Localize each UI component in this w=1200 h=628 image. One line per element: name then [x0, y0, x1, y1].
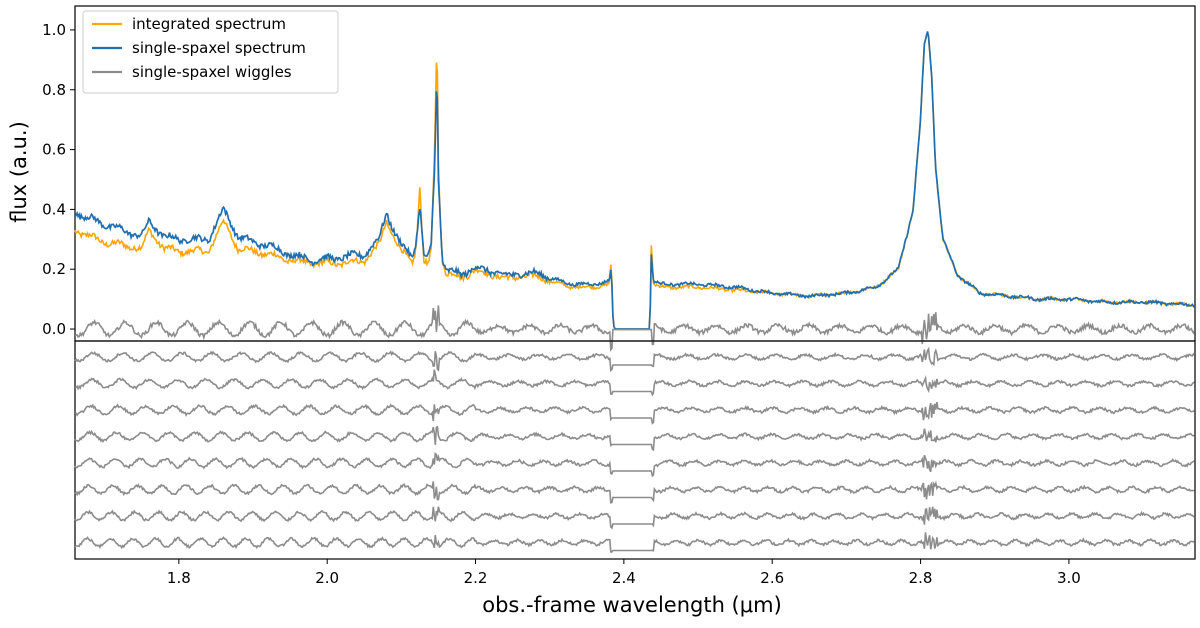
wiggle-line-7	[74, 506, 1195, 530]
wiggle-line-5	[74, 451, 1195, 478]
x-tick-label: 2.8	[909, 569, 933, 587]
y-tick-label: 0.2	[42, 260, 66, 278]
x-tick-label: 2.2	[464, 569, 488, 587]
legend-label: integrated spectrum	[132, 15, 286, 33]
y-tick-label: 0.0	[42, 320, 66, 338]
x-tick-label: 2.4	[612, 569, 636, 587]
y-tick-label: 0.6	[42, 141, 66, 159]
bottom-panel-frame	[74, 340, 1196, 560]
wiggle-line-3	[74, 401, 1195, 425]
legend-label: single-spaxel wiggles	[132, 63, 292, 81]
series-line-wiggles	[74, 305, 1196, 352]
x-tick-label: 2.6	[760, 569, 784, 587]
wiggle-line-2	[74, 369, 1195, 397]
x-tick-label: 1.8	[167, 569, 191, 587]
x-axis: 1.8 2.0 2.2 2.4 2.6 2.8 3.0	[167, 559, 1081, 587]
wiggle-line-4	[74, 425, 1195, 452]
y-axis-label: flux (a.u.)	[7, 121, 31, 223]
legend: integrated spectrum single-spaxel spectru…	[82, 10, 339, 94]
x-tick-label: 2.0	[315, 569, 339, 587]
x-tick-label: 3.0	[1057, 569, 1081, 587]
wiggle-line-1	[74, 346, 1196, 373]
wiggle-line-6	[74, 480, 1195, 504]
y-tick-label: 0.4	[42, 200, 66, 218]
y-tick-label: 0.8	[42, 81, 66, 99]
bottom-panel	[74, 340, 1196, 560]
wiggle-line-8	[74, 532, 1195, 553]
legend-box	[82, 10, 339, 94]
x-axis-label: obs.-frame wavelength (μm)	[482, 593, 782, 617]
y-tick-label: 1.0	[42, 21, 66, 39]
legend-label: single-spaxel spectrum	[132, 39, 306, 57]
